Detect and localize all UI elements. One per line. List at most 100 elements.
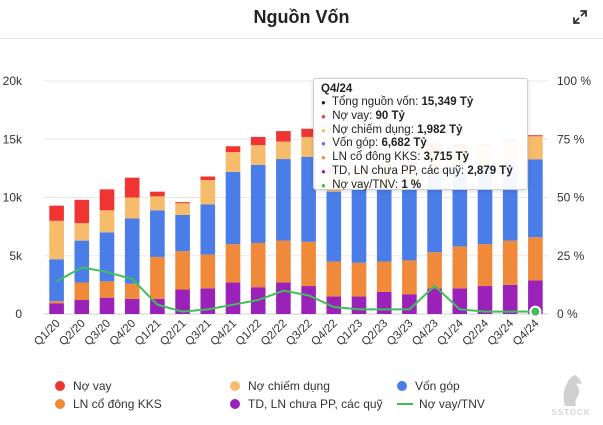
- bar-segment: [150, 210, 165, 257]
- legend-label: Nợ vay: [73, 379, 112, 393]
- bar-segment: [376, 291, 392, 314]
- bar-segment: [150, 256, 165, 299]
- tooltip-dot-icon: ●: [321, 166, 326, 176]
- legend: Nợ vay Nợ chiếm dụng Vốn góp LN cổ đông KKS…: [0, 374, 603, 414]
- legend-dot-icon: [230, 381, 240, 391]
- bar-segment: [200, 204, 216, 255]
- legend-dot-icon: [230, 399, 240, 409]
- bar-segment: [502, 284, 518, 314]
- y-tick-right: 50 %: [557, 191, 585, 205]
- bar-segment: [528, 237, 543, 281]
- watermark-logo: SSTOCK: [551, 372, 591, 420]
- bar-segment: [99, 297, 115, 314]
- y-tick-right: 0 %: [557, 307, 578, 321]
- bar-segment: [301, 128, 316, 137]
- expand-icon[interactable]: [571, 8, 589, 26]
- legend-item[interactable]: Nợ vay: [55, 378, 112, 394]
- legend-label: Vốn góp: [415, 379, 460, 393]
- bar-segment: [49, 259, 64, 302]
- y-tick-left: 15k: [3, 132, 23, 146]
- bar-segment: [276, 240, 291, 283]
- tooltip-dot-icon: ●: [321, 180, 326, 190]
- legend-item[interactable]: Vốn góp: [397, 378, 460, 394]
- bar-segment: [99, 232, 115, 282]
- bar-segment: [250, 164, 266, 243]
- bar-segment: [49, 303, 64, 314]
- bar-segment: [150, 196, 165, 211]
- bar-segment: [250, 145, 266, 165]
- tooltip: Q4/24 ● Tổng nguồn vốn: 15,349 Tỷ ● Nợ va…: [313, 78, 528, 193]
- bar-segment: [49, 220, 64, 260]
- bar-segment: [124, 218, 140, 284]
- bar-segment: [528, 280, 543, 314]
- bar-segment: [225, 146, 241, 153]
- bar-segment: [225, 282, 241, 314]
- bar-segment: [124, 197, 140, 219]
- x-tick-label: Q3/24: [486, 317, 517, 348]
- x-tick-label: Q4/24: [511, 317, 542, 348]
- bar-segment: [225, 171, 241, 245]
- tooltip-row: ● LN cổ đông KKS: 3,715 Tỷ: [321, 151, 520, 165]
- x-tick-label: Q1/21: [133, 318, 164, 349]
- tooltip-rows: ● Tổng nguồn vốn: 15,349 Tỷ ● Nợ vay: 90 …: [321, 96, 520, 193]
- bar-segment: [150, 191, 165, 197]
- bar-segment: [376, 261, 392, 292]
- tooltip-value: 1 %: [401, 178, 422, 191]
- x-tick-label: Q2/20: [57, 318, 88, 349]
- bar-segment: [175, 289, 190, 314]
- legend-item[interactable]: Nợ chiếm dụng: [230, 378, 330, 394]
- bar-segment: [225, 152, 241, 172]
- x-tick-label: Q3/20: [82, 318, 113, 349]
- bar-segment: [74, 282, 90, 301]
- tooltip-row: ● Nợ vay/TNV: 1 %: [321, 179, 520, 193]
- tooltip-value: 90 Tỷ: [375, 109, 405, 122]
- x-tick-label: Q4/22: [309, 318, 340, 349]
- bar-segment: [326, 191, 342, 262]
- y-axis-right: 0 % 25 % 50 % 75 % 100 %: [557, 74, 591, 321]
- y-tick-left: 5k: [9, 249, 23, 263]
- legend-label: LN cổ đông KKS: [73, 397, 162, 411]
- legend-item[interactable]: TD, LN chưa PP, các quỹ: [230, 396, 383, 412]
- x-tick-label: Q2/23: [360, 318, 391, 349]
- bar-segment: [326, 296, 342, 314]
- bar-segment: [250, 242, 266, 288]
- x-tick-label: Q3/22: [284, 318, 315, 349]
- tooltip-value: 15,349 Tỷ: [421, 96, 474, 108]
- x-tick-label: Q2/21: [158, 318, 189, 349]
- y-axis-left: 0 5k 10k 15k 20k: [3, 74, 23, 321]
- bar-segment: [452, 288, 468, 314]
- tooltip-dot-icon: ●: [321, 153, 326, 163]
- bar-segment: [276, 159, 291, 241]
- y-tick-left: 0: [15, 307, 22, 321]
- horse-icon: [563, 375, 582, 406]
- tooltip-dot-icon: ●: [321, 98, 326, 107]
- y-tick-left: 20k: [3, 74, 23, 88]
- bar-segment: [49, 301, 64, 304]
- y-tick-right: 100 %: [557, 74, 591, 88]
- legend-item[interactable]: LN cổ đông KKS: [55, 396, 162, 412]
- bar-segment: [175, 202, 190, 204]
- bar-segment: [124, 283, 140, 299]
- legend-label: Nợ vay/TNV: [419, 397, 485, 411]
- bar-segment: [276, 131, 291, 142]
- y-tick-left: 10k: [3, 191, 23, 205]
- bar-segment: [200, 180, 216, 205]
- bar-segment: [150, 298, 165, 314]
- bar-segment: [175, 203, 190, 215]
- bar-segment: [427, 173, 442, 253]
- tooltip-dot-icon: ●: [321, 139, 326, 149]
- tooltip-row: ● Nợ chiếm dụng: 1,982 Tỷ: [321, 124, 520, 138]
- x-tick-label: Q4/23: [410, 318, 441, 349]
- bar-segment: [99, 210, 115, 233]
- bar-segment: [200, 176, 216, 181]
- chart-header: Nguồn Vốn: [0, 0, 603, 39]
- tooltip-label: Nợ vay:: [332, 109, 376, 122]
- bar-segment: [528, 135, 543, 137]
- bar-segment: [528, 136, 543, 160]
- ratio-line: [56, 266, 542, 318]
- bar-segment: [301, 241, 316, 287]
- legend-item[interactable]: Nợ vay/TNV: [397, 396, 485, 412]
- bar-segment: [74, 223, 90, 241]
- x-tick-label: Q1/22: [234, 318, 265, 349]
- bar-segment: [301, 136, 316, 157]
